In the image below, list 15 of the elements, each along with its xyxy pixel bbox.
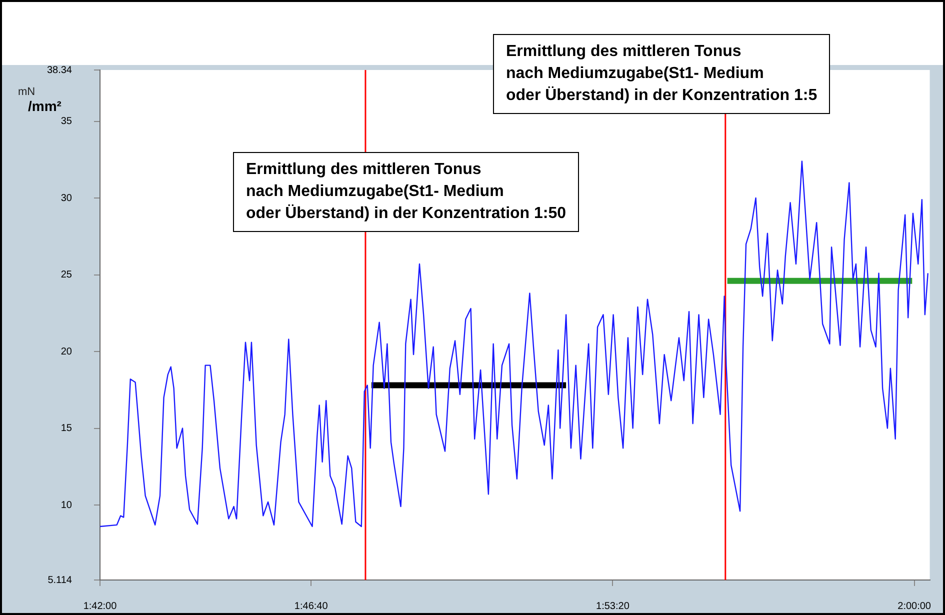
- y-tick-label: 38.34: [46, 64, 72, 76]
- x-tick-label: 1:46:40: [294, 600, 328, 612]
- x-tick-label: 1:53:20: [596, 600, 630, 612]
- annotation: Ermittlung des mittleren Tonus nach Mediumzugabe(St1- Medium oder Überstand) in der Konzentration 1:50: [233, 152, 580, 232]
- y-tick-label: 5.114: [48, 574, 72, 586]
- y-tick-label: 20: [60, 346, 72, 358]
- x-tick-label: 2:00:00: [898, 600, 932, 612]
- y-axis-title: mN /mm²: [18, 86, 62, 114]
- y-tick-label: 25: [60, 270, 72, 281]
- annotation: Ermittlung des mittleren Tonus nach Mediumzugabe(St1- Medium oder Überstand) in der Konzentration 1:5: [493, 34, 830, 114]
- y-tick-label: 35: [60, 116, 72, 128]
- y-tick-label: 30: [60, 192, 72, 204]
- y-tick-label: 10: [60, 500, 72, 511]
- x-tick-label: 1:42:00: [83, 600, 118, 612]
- y-tick-label: 15: [60, 423, 72, 434]
